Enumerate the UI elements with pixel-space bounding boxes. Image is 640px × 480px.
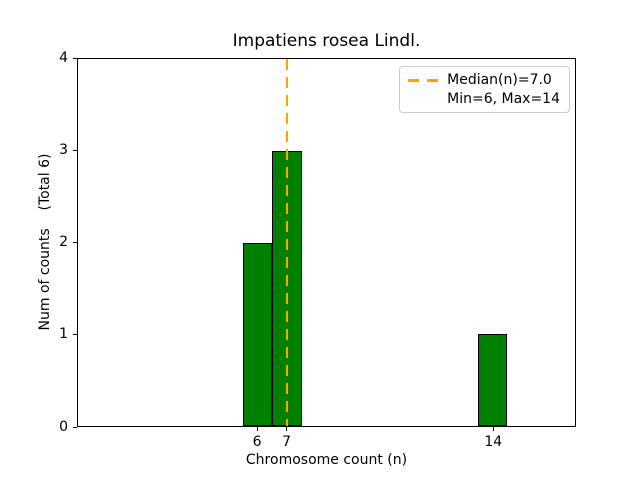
y-tick-label-0: 0: [59, 418, 68, 435]
legend-label-minmax: Min=6, Max=14: [447, 91, 560, 107]
y-tick-label-1: 1: [59, 326, 68, 343]
x-tick-mark: [286, 427, 288, 431]
chart-title: Impatiens rosea Lindl.: [232, 31, 421, 51]
empty-legend-icon: [408, 98, 438, 101]
y-tick-mark: [73, 149, 77, 151]
legend-label-median: Median(n)=7.0: [447, 72, 552, 88]
y-tick-mark: [73, 426, 77, 428]
dashed-line-legend-icon: [408, 78, 439, 82]
x-axis-label: Chromosome count (n): [245, 452, 408, 468]
median-line: [285, 59, 289, 426]
y-tick-mark: [73, 242, 77, 243]
legend-entry-minmax: Min=6, Max=14: [408, 91, 560, 107]
y-tick-label-2: 2: [59, 234, 68, 250]
y-tick-mark: [73, 334, 77, 336]
bar-n6: [242, 242, 273, 426]
plot-area: Median(n)=7.0 Min=6, Max=14: [77, 58, 576, 427]
y-tick-label-3: 3: [59, 141, 68, 158]
x-tick-mark: [256, 427, 258, 431]
legend-entry-median: Median(n)=7.0: [408, 72, 560, 88]
y-tick-mark: [73, 57, 77, 59]
bar-n14: [477, 334, 508, 426]
x-tick-label-14: 14: [484, 434, 503, 450]
x-tick-label-6: 6: [252, 434, 262, 450]
y-tick-label-4: 4: [59, 49, 68, 66]
x-tick-mark: [492, 427, 494, 431]
x-tick-label-7: 7: [282, 434, 292, 450]
legend: Median(n)=7.0 Min=6, Max=14: [399, 66, 570, 113]
